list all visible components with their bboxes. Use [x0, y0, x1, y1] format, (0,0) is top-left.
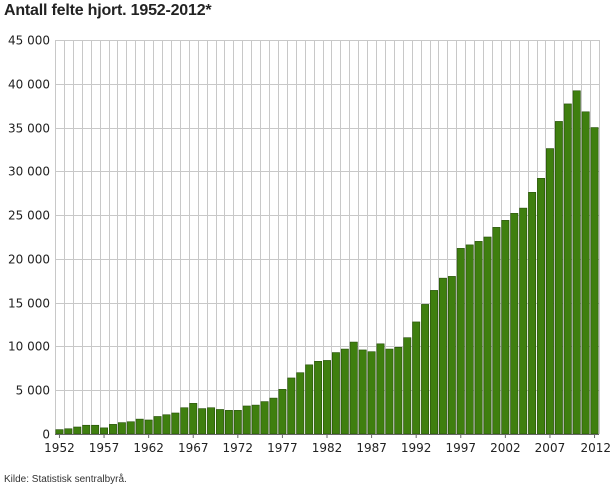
bar-1991 — [403, 337, 412, 435]
x-tick-label: 1977 — [267, 441, 298, 455]
bar-2001 — [492, 227, 501, 435]
bar-1994 — [430, 290, 438, 435]
bar-2008 — [554, 121, 563, 435]
bar-1995 — [438, 277, 447, 435]
bar-1956 — [91, 424, 100, 435]
bar-1982 — [323, 360, 331, 435]
bar-2007 — [545, 148, 554, 435]
source-note: Kilde: Statistisk sentralbyrå. — [4, 474, 127, 485]
bar-1985 — [349, 341, 358, 435]
bar-1976 — [269, 397, 278, 435]
x-tick-label: 1967 — [178, 441, 209, 455]
bar-1952 — [55, 429, 64, 435]
bar-1961 — [135, 418, 144, 435]
bar-1979 — [296, 372, 305, 435]
bar-1978 — [287, 377, 296, 435]
bar-1984 — [340, 348, 349, 435]
x-axis-tick-labels: 1952 1957 1962 1967 1972 1977 1982 1987 1992 1997… — [44, 441, 610, 455]
bar-1955 — [82, 424, 91, 435]
bar-series — [55, 90, 599, 435]
bar-1969 — [207, 407, 216, 435]
bar-1963 — [153, 416, 162, 435]
y-tick-label: 15 000 — [8, 297, 50, 311]
bar-2010 — [572, 90, 581, 435]
bar-1968 — [198, 408, 207, 435]
y-tick-label: 20 000 — [8, 253, 50, 267]
bar-1964 — [162, 414, 171, 435]
x-tick-label: 1982 — [312, 441, 343, 455]
y-tick-label: 45 000 — [8, 34, 50, 48]
bar-2009 — [563, 103, 572, 435]
bar-1992 — [412, 321, 421, 435]
bar-1986 — [358, 349, 367, 435]
bar-1972 — [233, 410, 242, 435]
y-axis-tick-labels: 0 5 000 10 000 15 000 20 000 25 000 30 000 35 0… — [8, 34, 50, 442]
bar-1967 — [189, 403, 198, 435]
x-tick-label: 2002 — [490, 441, 521, 455]
bar-1989 — [385, 348, 394, 435]
y-tick-label: 30 000 — [8, 165, 50, 179]
x-tick-label: 1957 — [89, 441, 120, 455]
y-tick-label: 0 — [42, 428, 50, 442]
x-tick-label: 1972 — [223, 441, 254, 455]
bar-2012 — [590, 127, 599, 435]
bar-1970 — [216, 409, 224, 435]
bar-1980 — [305, 364, 314, 435]
x-tick-label: 2007 — [535, 441, 566, 455]
x-tick-label: 2012* — [581, 441, 610, 455]
bar-2000 — [483, 236, 492, 435]
bar-2003 — [510, 213, 519, 435]
bar-1988 — [376, 343, 385, 435]
bar-1997 — [456, 248, 465, 435]
bar-1990 — [394, 347, 403, 435]
bar-1957 — [100, 427, 108, 435]
bar-2005 — [528, 192, 537, 435]
axes — [55, 434, 599, 438]
bar-1999 — [474, 241, 483, 435]
bar-1958 — [109, 424, 117, 435]
y-tick-label: 25 000 — [8, 209, 50, 223]
y-tick-label: 10 000 — [8, 340, 50, 354]
bar-1971 — [224, 410, 233, 435]
bar-1987 — [367, 351, 376, 435]
bar-1965 — [171, 412, 180, 435]
bar-1993 — [421, 304, 430, 435]
y-tick-label: 5 000 — [16, 384, 50, 398]
y-tick-label: 40 000 — [8, 78, 50, 92]
bar-1960 — [126, 421, 135, 435]
bar-1998 — [465, 244, 474, 435]
bar-1974 — [251, 404, 260, 435]
chart-title: Antall felte hjort. 1952-2012* — [4, 2, 212, 19]
bar-2004 — [519, 207, 528, 435]
bar-1977 — [278, 389, 287, 435]
bar-1983 — [331, 352, 340, 435]
x-tick-label: 1987 — [356, 441, 387, 455]
x-tick-label: 1992 — [401, 441, 432, 455]
bar-1975 — [260, 401, 269, 435]
bar-1953 — [64, 428, 73, 435]
x-tick-label: 1952 — [44, 441, 75, 455]
bar-1996 — [447, 276, 456, 435]
bar-1973 — [242, 405, 251, 435]
bar-1981 — [314, 361, 323, 435]
bar-2002 — [501, 220, 510, 435]
x-tick-label: 1997 — [445, 441, 476, 455]
bar-1962 — [144, 419, 153, 435]
bar-2011 — [581, 111, 590, 435]
y-tick-label: 35 000 — [8, 122, 50, 136]
bar-2006 — [537, 178, 545, 435]
x-tick-label: 1962 — [133, 441, 164, 455]
bar-1966 — [180, 407, 189, 435]
bar-1959 — [117, 422, 126, 435]
bar-1954 — [73, 426, 82, 435]
